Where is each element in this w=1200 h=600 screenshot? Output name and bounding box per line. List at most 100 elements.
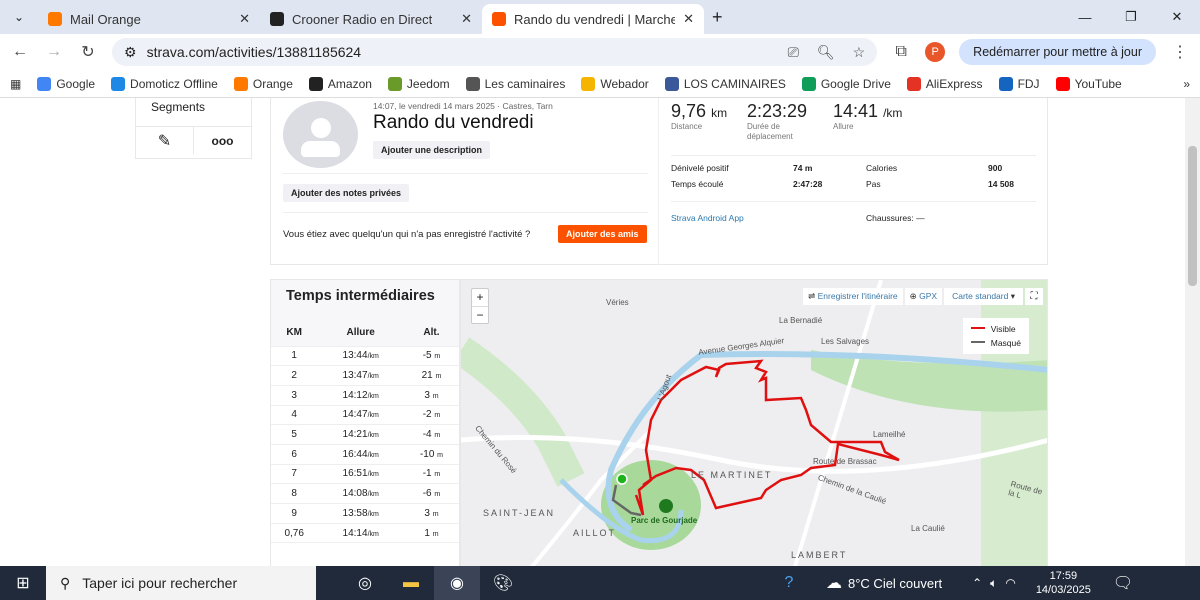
- gpx-download-button[interactable]: ⊕ GPX: [904, 288, 943, 305]
- splits-panel: Temps intermédiaires KM Allure Alt. 1 13:44/…: [270, 279, 460, 566]
- clock-time[interactable]: 17:59: [1049, 570, 1078, 582]
- tab-favicon-icon: [48, 12, 62, 26]
- windows-start-icon[interactable]: ⊞: [16, 575, 30, 592]
- task-view-icon[interactable]: ◎: [358, 575, 372, 592]
- split-row: 1 13:44/km -5 m: [271, 346, 459, 367]
- route-map[interactable]: Véries La Bernadié Les Salvages Avenue Geor…: [460, 279, 1048, 566]
- install-icon[interactable]: ⎚: [787, 43, 799, 60]
- map-place-label: Lameilhé: [873, 430, 906, 439]
- menu-icon[interactable]: ⋮: [1172, 44, 1188, 61]
- activity-meta: 14:07, le vendredi 14 mars 2025 · Castre…: [373, 101, 553, 111]
- add-friends-button[interactable]: Ajouter des amis: [558, 225, 647, 243]
- notifications-icon[interactable]: 🗨︎: [1112, 575, 1134, 592]
- map-place-label: AILLOT: [573, 528, 617, 538]
- close-tab-icon[interactable]: ✕: [683, 11, 694, 26]
- bookmark-item[interactable]: Les caminaires: [465, 76, 565, 91]
- bookmark-favicon-icon: [906, 76, 921, 91]
- new-tab-button[interactable]: +: [712, 7, 723, 27]
- bookmark-item[interactable]: Orange: [233, 76, 293, 91]
- chrome-icon[interactable]: ◉: [434, 566, 480, 600]
- add-description-button[interactable]: Ajouter une description: [373, 141, 491, 159]
- tab-search-button[interactable]: ⌄: [13, 10, 25, 24]
- bookmark-favicon-icon: [37, 76, 52, 91]
- bookmark-item[interactable]: YouTube: [1055, 76, 1122, 91]
- tab-title: Crooner Radio en Direct: [292, 11, 433, 27]
- split-row: 8 14:08/km -6 m: [271, 483, 459, 504]
- zoom-out-button[interactable]: −: [476, 308, 484, 322]
- reload-icon[interactable]: ↻: [81, 44, 95, 61]
- device-link[interactable]: Strava Android App: [671, 213, 744, 223]
- weather-icon: ☁: [826, 575, 842, 592]
- bookmark-star-icon[interactable]: ☆: [852, 43, 866, 60]
- site-info-icon[interactable]: ⚙: [124, 43, 137, 60]
- minimize-button[interactable]: —: [1078, 9, 1092, 25]
- bookmark-item[interactable]: Amazon: [308, 76, 372, 91]
- split-row: 7 16:51/km -1 m: [271, 464, 459, 485]
- bookmark-favicon-icon: [1055, 76, 1070, 91]
- save-route-button[interactable]: ⇌ Enregistrer l'itinéraire: [803, 288, 903, 305]
- more-bookmarks-icon[interactable]: »: [1183, 76, 1190, 91]
- profile-avatar[interactable]: P: [925, 42, 946, 62]
- map-legend: Visible Masqué: [962, 318, 1029, 354]
- page-scrollbar[interactable]: [1185, 98, 1200, 566]
- shoes-info: Chaussures: —: [866, 213, 925, 223]
- download-icon: ⊕: [909, 291, 917, 301]
- map-type-select[interactable]: Carte standard ▾: [944, 288, 1023, 305]
- browser-tab[interactable]: Rando du vendredi | Marche | S ✕: [482, 4, 704, 34]
- system-tray-icons[interactable]: ⌃🔈︎◠: [972, 575, 1024, 590]
- map-place-label: LE MARTINET: [691, 470, 773, 480]
- bookmark-item[interactable]: Google Drive: [801, 76, 891, 91]
- close-tab-icon[interactable]: ✕: [461, 11, 472, 26]
- bookmark-item[interactable]: AliExpress: [906, 76, 983, 91]
- split-row: 0,76 14:14/km 1 m: [271, 523, 459, 544]
- file-explorer-icon[interactable]: ▬: [403, 574, 419, 591]
- bookmark-favicon-icon: [581, 76, 596, 91]
- bookmark-favicon-icon: [387, 76, 402, 91]
- zoom-icon[interactable]: 🔍︎: [816, 43, 835, 60]
- splits-header: Allure: [317, 320, 404, 347]
- close-window-button[interactable]: ✕: [1171, 9, 1183, 24]
- bookmark-favicon-icon: [801, 76, 816, 91]
- edit-pencil-icon[interactable]: ✎: [136, 127, 194, 154]
- bookmark-item[interactable]: Jeedom: [387, 76, 450, 91]
- forward-icon[interactable]: →: [46, 43, 62, 60]
- tab-title: Rando du vendredi | Marche | S: [514, 11, 676, 27]
- taskbar-search[interactable]: ⚲ Taper ici pour rechercher: [46, 566, 316, 600]
- browser-tab[interactable]: Crooner Radio en Direct ✕: [260, 4, 482, 34]
- search-icon: ⚲: [60, 574, 71, 591]
- more-options-icon[interactable]: ooo: [211, 133, 234, 148]
- activity-title: Rando du vendredi: [373, 112, 534, 133]
- map-place-label: LAMBERT: [791, 550, 848, 560]
- athlete-avatar[interactable]: [283, 101, 358, 168]
- map-place-label: Route de Brassac: [813, 457, 877, 466]
- apps-icon[interactable]: ▦: [10, 76, 22, 91]
- restart-update-button[interactable]: Redémarrer pour mettre à jour: [959, 39, 1156, 65]
- paint-icon[interactable]: 🎨︎: [492, 575, 514, 592]
- close-tab-icon[interactable]: ✕: [239, 11, 250, 26]
- fullscreen-icon[interactable]: ⛶: [1025, 288, 1043, 305]
- add-private-notes-button[interactable]: Ajouter des notes privées: [283, 184, 410, 202]
- back-icon[interactable]: ←: [12, 43, 28, 60]
- maximize-button[interactable]: ❐: [1125, 9, 1137, 24]
- clock-date[interactable]: 14/03/2025: [1035, 584, 1091, 596]
- split-row: 5 14:21/km -4 m: [271, 424, 459, 445]
- bookmarks-bar: ▦ Google Domoticz Offline Orange Amazon Jeed…: [0, 70, 1200, 98]
- url-text[interactable]: strava.com/activities/13881185624: [146, 44, 362, 60]
- weather-text[interactable]: 8°C Ciel couvert: [848, 575, 943, 591]
- bookmark-item[interactable]: Google: [37, 76, 95, 91]
- map-canvas[interactable]: [461, 280, 1048, 566]
- activity-summary-card: 14:07, le vendredi 14 mars 2025 · Castre…: [270, 98, 1048, 265]
- bookmark-favicon-icon: [308, 76, 323, 91]
- bookmark-item[interactable]: Domoticz Offline: [111, 76, 218, 91]
- bookmark-item[interactable]: FDJ: [998, 76, 1040, 91]
- extensions-icon[interactable]: ⧉: [895, 43, 907, 60]
- legend-item: Masqué: [970, 336, 1021, 350]
- bookmark-item[interactable]: Webador: [581, 76, 649, 91]
- browser-tab[interactable]: Mail Orange ✕: [38, 4, 260, 34]
- url-bar[interactable]: ⚙ strava.com/activities/13881185624 ⎚ 🔍︎ ☆: [112, 38, 878, 66]
- secondary-stat-row: Temps écoulé 2:47:28 Pas 14 508: [671, 179, 1014, 189]
- help-icon[interactable]: ?: [784, 574, 794, 591]
- segments-link[interactable]: Segments: [151, 100, 206, 114]
- bookmark-item[interactable]: LOS CAMINAIRES: [664, 76, 786, 91]
- zoom-in-button[interactable]: +: [472, 289, 488, 307]
